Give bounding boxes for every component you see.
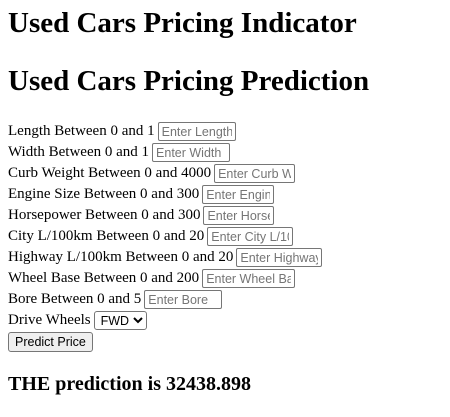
drive-wheels-row: Drive Wheels FWD — [8, 310, 448, 331]
horsepower-row: Horsepower Between 0 and 300 — [8, 205, 448, 226]
page-subtitle: Used Cars Pricing Prediction — [8, 65, 370, 97]
width-label: Width Between 0 and 1 — [8, 144, 150, 160]
bore-input[interactable] — [144, 290, 223, 309]
prediction-result: THE prediction is 32438.898 — [8, 373, 251, 395]
submit-row: Predict Price — [8, 331, 448, 352]
drive-wheels-label: Drive Wheels — [8, 312, 91, 328]
bore-row: Bore Between 0 and 5 — [8, 289, 448, 310]
width-row: Width Between 0 and 1 — [8, 142, 448, 163]
wheel-base-input[interactable] — [202, 269, 296, 288]
highway-consumption-row: Highway L/100km Between 0 and 20 — [8, 247, 448, 268]
wheel-base-row: Wheel Base Between 0 and 200 — [8, 268, 448, 289]
length-row: Length Between 0 and 1 — [8, 121, 448, 142]
highway-consumption-input[interactable] — [236, 248, 323, 267]
engine-size-row: Engine Size Between 0 and 300 — [8, 184, 448, 205]
bore-label: Bore Between 0 and 5 — [8, 291, 142, 307]
city-consumption-row: City L/100km Between 0 and 20 — [8, 226, 448, 247]
page-title: Used Cars Pricing Indicator — [8, 7, 357, 39]
wheel-base-label: Wheel Base Between 0 and 200 — [8, 270, 200, 286]
curb-weight-row: Curb Weight Between 0 and 4000 — [8, 163, 448, 184]
page: Used Cars Pricing Indicator Used Cars Pr… — [8, 0, 448, 396]
horsepower-input[interactable] — [203, 206, 275, 225]
city-consumption-label: City L/100km Between 0 and 20 — [8, 228, 205, 244]
city-consumption-input[interactable] — [207, 227, 294, 246]
predict-price-button[interactable]: Predict Price — [8, 331, 93, 352]
engine-size-input[interactable] — [202, 185, 275, 204]
curb-weight-label: Curb Weight Between 0 and 4000 — [8, 165, 212, 181]
drive-wheels-select[interactable]: FWD — [93, 311, 147, 330]
length-label: Length Between 0 and 1 — [8, 123, 155, 139]
length-input[interactable] — [157, 122, 236, 141]
prediction-form: Length Between 0 and 1 Width Between 0 a… — [8, 121, 448, 352]
horsepower-label: Horsepower Between 0 and 300 — [8, 207, 201, 223]
width-input[interactable] — [152, 143, 231, 162]
highway-consumption-label: Highway L/100km Between 0 and 20 — [8, 249, 234, 265]
engine-size-label: Engine Size Between 0 and 300 — [8, 186, 200, 202]
curb-weight-input[interactable] — [214, 164, 296, 183]
